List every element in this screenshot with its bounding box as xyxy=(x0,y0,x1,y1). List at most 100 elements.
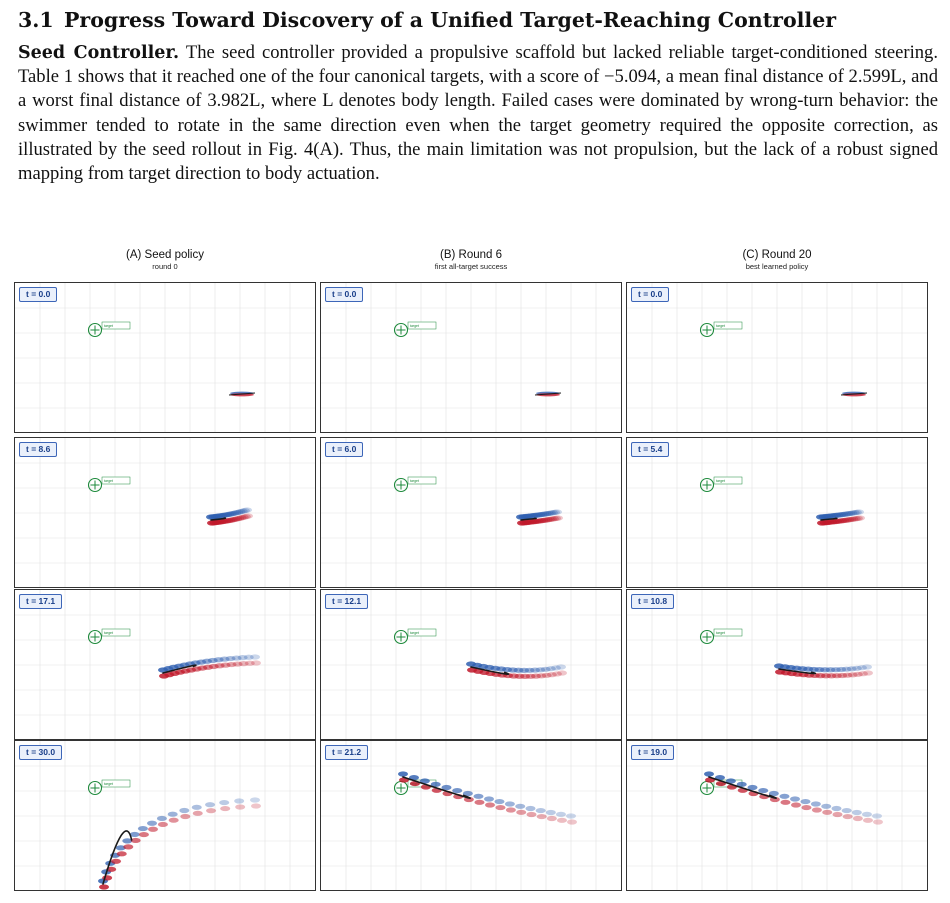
plot-grid xyxy=(15,590,315,739)
panel-plot: target xyxy=(321,590,621,739)
swimmer-body xyxy=(210,517,227,521)
swimmer-body xyxy=(820,517,838,521)
paragraph-lead: Seed Controller. xyxy=(18,43,180,63)
column-title-b-sub: first all-target success xyxy=(434,262,508,271)
target-icon: target xyxy=(393,628,437,645)
time-badge: t = 0.0 xyxy=(19,287,58,302)
section-heading: 3.1 Progress Toward Discovery of a Unifie… xyxy=(18,8,836,32)
target-icon: target xyxy=(87,628,131,645)
column-title-b-main: (B) Round 6 xyxy=(439,249,502,261)
plot-grid xyxy=(627,283,927,432)
target-label: target xyxy=(716,631,725,635)
panel-b-row3: target t = 12.1 xyxy=(320,589,622,740)
target-label: target xyxy=(104,782,113,786)
time-badge: t = 0.0 xyxy=(631,287,670,302)
target-label: target xyxy=(410,479,419,483)
swimmer-wake xyxy=(704,771,883,825)
column-title-c-sub: best learned policy xyxy=(745,262,809,271)
plot-grid xyxy=(627,741,927,890)
target-icon: target xyxy=(87,476,131,493)
target-icon: target xyxy=(699,321,743,338)
panel-plot: target xyxy=(627,283,927,432)
panel-a-row4: target t = 30.0 xyxy=(14,740,316,891)
panel-c-row2: target t = 5.4 xyxy=(626,437,928,588)
swimmer-body xyxy=(228,391,256,397)
swimmer-body xyxy=(534,391,562,397)
target-label: target xyxy=(716,324,725,328)
swimmer-wake xyxy=(516,509,563,526)
target-label: target xyxy=(104,631,113,635)
panel-plot: target xyxy=(15,283,315,432)
plot-grid xyxy=(321,590,621,739)
target-label: target xyxy=(104,324,113,328)
time-badge: t = 21.2 xyxy=(325,745,369,760)
plot-grid xyxy=(15,283,315,432)
panel-plot: target xyxy=(627,590,927,739)
target-icon: target xyxy=(699,476,743,493)
swimmer-body xyxy=(708,776,777,800)
time-badge: t = 30.0 xyxy=(19,745,63,760)
panel-c-row1: target t = 0.0 xyxy=(626,282,928,433)
swimmer-body xyxy=(102,830,133,885)
panel-b-row2: target t = 6.0 xyxy=(320,437,622,588)
time-badge: t = 17.1 xyxy=(19,594,63,609)
panel-plot: target xyxy=(321,438,621,587)
plot-grid xyxy=(15,438,315,587)
swimmer-wake xyxy=(774,663,873,679)
time-badge: t = 6.0 xyxy=(325,442,364,457)
swimmer-wake xyxy=(398,771,577,825)
target-icon: target xyxy=(699,628,743,645)
time-badge: t = 5.4 xyxy=(631,442,670,457)
target-label: target xyxy=(410,631,419,635)
swimmer-wake xyxy=(816,509,865,526)
section-title: Progress Toward Discovery of a Unified T… xyxy=(64,8,837,32)
panel-c-row3: target t = 10.8 xyxy=(626,589,928,740)
paragraph-text: The seed controller provided a propulsiv… xyxy=(18,42,939,185)
panel-plot: target xyxy=(15,438,315,587)
time-badge: t = 8.6 xyxy=(19,442,58,457)
panel-plot: target xyxy=(15,741,315,890)
body-paragraph: Seed Controller. The seed controller pro… xyxy=(18,41,938,186)
panel-plot: target xyxy=(321,741,621,890)
target-label: target xyxy=(104,479,113,483)
swimmer-body xyxy=(162,664,197,674)
swimmer-wake xyxy=(466,661,567,679)
panel-plot: target xyxy=(627,438,927,587)
figure-4: (A) Seed policy round 0 (B) Round 6 firs… xyxy=(14,249,944,899)
swimmer-body xyxy=(520,517,537,521)
time-badge: t = 19.0 xyxy=(631,745,675,760)
target-icon: target xyxy=(393,476,437,493)
swimmer-body xyxy=(778,668,817,675)
target-label: target xyxy=(410,324,419,328)
target-icon: target xyxy=(87,779,131,796)
target-label: target xyxy=(716,479,725,483)
swimmer-wake xyxy=(98,797,261,890)
panel-a-row2: target t = 8.6 xyxy=(14,437,316,588)
swimmer-body xyxy=(840,391,868,397)
swimmer-body xyxy=(470,666,510,676)
panel-a-row3: target t = 17.1 xyxy=(14,589,316,740)
column-title-c-main: (C) Round 20 xyxy=(742,249,812,261)
swimmer-body xyxy=(402,776,471,800)
swimmer-wake xyxy=(206,507,253,526)
swimmer-wake xyxy=(158,654,261,679)
time-badge: t = 10.8 xyxy=(631,594,675,609)
plot-grid xyxy=(321,438,621,587)
panel-a-row1: target t = 0.0 xyxy=(14,282,316,433)
section-number: 3.1 xyxy=(18,8,54,32)
column-title-a-sub: round 0 xyxy=(152,262,178,271)
plot-grid xyxy=(321,283,621,432)
plot-grid xyxy=(627,438,927,587)
panel-plot: target xyxy=(627,741,927,890)
panel-plot: target xyxy=(15,590,315,739)
plot-grid xyxy=(321,741,621,890)
target-icon: target xyxy=(393,321,437,338)
time-badge: t = 0.0 xyxy=(325,287,364,302)
time-badge: t = 12.1 xyxy=(325,594,369,609)
target-icon: target xyxy=(87,321,131,338)
panel-b-row1: target t = 0.0 xyxy=(320,282,622,433)
column-title-a: (A) Seed policy round 0 xyxy=(14,249,316,271)
column-title-c: (C) Round 20 best learned policy xyxy=(626,249,928,271)
